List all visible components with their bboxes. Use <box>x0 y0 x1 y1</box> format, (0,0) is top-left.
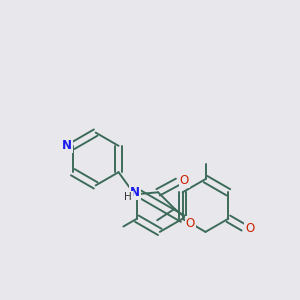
Text: O: O <box>245 221 255 235</box>
Text: O: O <box>186 217 195 230</box>
Text: H: H <box>124 192 132 202</box>
Text: O: O <box>180 174 189 187</box>
Text: N: N <box>62 139 72 152</box>
Text: N: N <box>130 186 140 200</box>
